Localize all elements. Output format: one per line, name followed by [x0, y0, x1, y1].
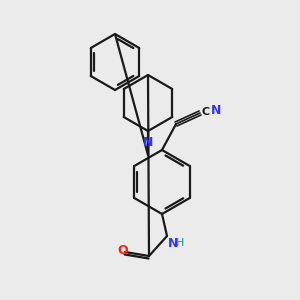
Text: N: N — [168, 237, 178, 250]
Text: O: O — [117, 244, 128, 257]
Text: H: H — [176, 238, 184, 248]
Text: N: N — [211, 104, 221, 118]
Text: N: N — [143, 136, 153, 149]
Text: C: C — [201, 107, 209, 117]
